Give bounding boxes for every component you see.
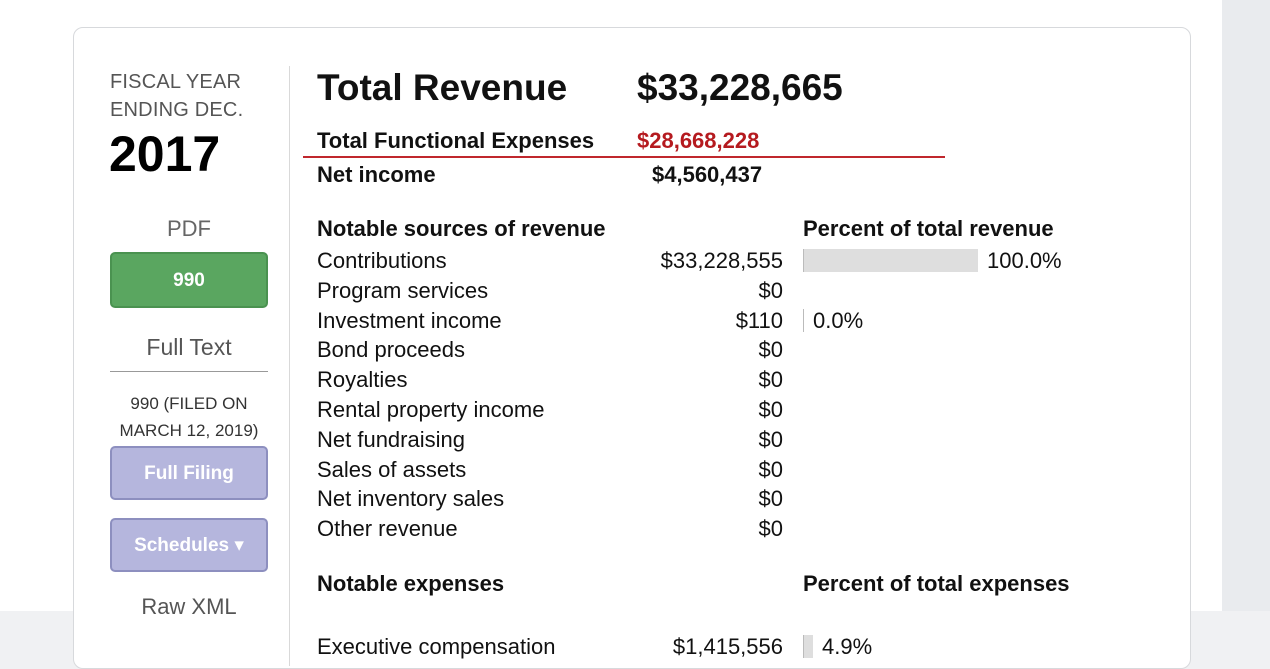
- revenue-row-label: Bond proceeds: [317, 337, 465, 363]
- revenue-heading: Notable sources of revenue: [317, 216, 606, 241]
- filing-card: FISCAL YEAR ENDING DEC. 2017 PDF 990 Ful…: [73, 27, 1191, 669]
- revenue-row: Sales of assets $0: [317, 455, 1177, 485]
- expense-row-value: $1,415,556: [672, 634, 783, 659]
- pdf-990-button[interactable]: 990: [110, 252, 268, 308]
- revenue-table: Contributions $33,228,555 100.0% Program se…: [317, 246, 1177, 544]
- revenue-row-percent: 100.0%: [987, 248, 1062, 273]
- revenue-row-label: Program services: [317, 277, 489, 303]
- fiscal-year-label-line1: FISCAL YEAR: [110, 71, 242, 93]
- full-text-label: Full Text: [146, 334, 232, 360]
- revenue-row-value: $0: [758, 337, 783, 363]
- revenue-row-bar: [803, 249, 978, 272]
- revenue-row-value: $0: [758, 516, 783, 542]
- net-income-label: Net income: [317, 162, 436, 187]
- expenses-underline: [303, 156, 945, 158]
- total-functional-expenses-label: Total Functional Expenses: [317, 128, 595, 153]
- revenue-row-label: Net fundraising: [317, 426, 465, 452]
- revenue-row: Royalties $0: [317, 365, 1177, 395]
- revenue-row-value: $0: [758, 367, 783, 393]
- schedules-dropdown-button[interactable]: Schedules ▾: [110, 518, 268, 572]
- expenses-percent-heading: Percent of total expenses: [803, 571, 1070, 596]
- filed-date-line1: 990 (FILED ON: [130, 394, 248, 413]
- total-functional-expenses-value: $28,668,228: [637, 128, 760, 153]
- revenue-row-value: $33,228,555: [660, 248, 783, 273]
- revenue-row-label: Royalties: [317, 367, 408, 393]
- total-revenue-label: Total Revenue: [317, 67, 568, 108]
- scroll-gutter: [1222, 0, 1270, 611]
- revenue-row-label: Contributions: [317, 248, 447, 273]
- financial-summary: Total Revenue $33,228,665 Total Function…: [303, 28, 1177, 668]
- revenue-row-value: $0: [758, 456, 783, 482]
- fiscal-year-label: FISCAL YEAR ENDING DEC.: [110, 68, 243, 124]
- expense-row-label: Executive compensation: [317, 634, 556, 659]
- full-filing-button[interactable]: Full Filing: [110, 446, 268, 500]
- fiscal-year-value: 2017: [109, 126, 221, 182]
- revenue-row-value: $0: [758, 426, 783, 452]
- revenue-row-value: $0: [758, 396, 783, 422]
- expense-row: Executive compensation $1,415,556 4.9%: [317, 632, 1177, 662]
- revenue-row-percent: 0.0%: [813, 307, 864, 333]
- revenue-percent-heading: Percent of total revenue: [803, 216, 1054, 241]
- revenue-row: Rental property income $0: [317, 395, 1177, 425]
- revenue-row-label: Other revenue: [317, 516, 458, 542]
- total-revenue-value: $33,228,665: [637, 67, 843, 108]
- revenue-row: Contributions $33,228,555 100.0%: [317, 246, 1177, 276]
- revenue-row: Bond proceeds $0: [317, 335, 1177, 365]
- revenue-row-value: $0: [758, 486, 783, 512]
- expense-row-bar: [803, 635, 813, 658]
- raw-xml-link[interactable]: Raw XML: [141, 594, 237, 619]
- sidebar-divider: [110, 371, 268, 372]
- revenue-row-label: Investment income: [317, 307, 502, 333]
- pdf-label: PDF: [167, 216, 211, 241]
- revenue-row: Investment income $110 0.0%: [317, 306, 1177, 336]
- fiscal-year-label-line2: ENDING DEC.: [110, 99, 244, 121]
- revenue-row-bar: [803, 308, 804, 332]
- revenue-row: Net fundraising $0: [317, 425, 1177, 455]
- net-income-value: $4,560,437: [652, 162, 763, 187]
- revenue-row-label: Sales of assets: [317, 456, 467, 482]
- revenue-row-label: Net inventory sales: [317, 486, 505, 512]
- expense-row-percent: 4.9%: [822, 634, 873, 659]
- revenue-row: Other revenue $0: [317, 514, 1177, 544]
- expenses-heading: Notable expenses: [317, 571, 505, 596]
- filing-sidebar: FISCAL YEAR ENDING DEC. 2017 PDF 990 Ful…: [74, 28, 304, 668]
- filed-date-line2: MARCH 12, 2019): [119, 421, 259, 440]
- revenue-row: Net inventory sales $0: [317, 484, 1177, 514]
- revenue-row-value: $0: [758, 277, 783, 303]
- revenue-row-value: $110: [735, 307, 783, 333]
- revenue-row-label: Rental property income: [317, 396, 545, 422]
- column-divider: [289, 66, 290, 666]
- filed-date: 990 (FILED ON MARCH 12, 2019): [110, 390, 268, 444]
- revenue-row: Program services $0: [317, 276, 1177, 306]
